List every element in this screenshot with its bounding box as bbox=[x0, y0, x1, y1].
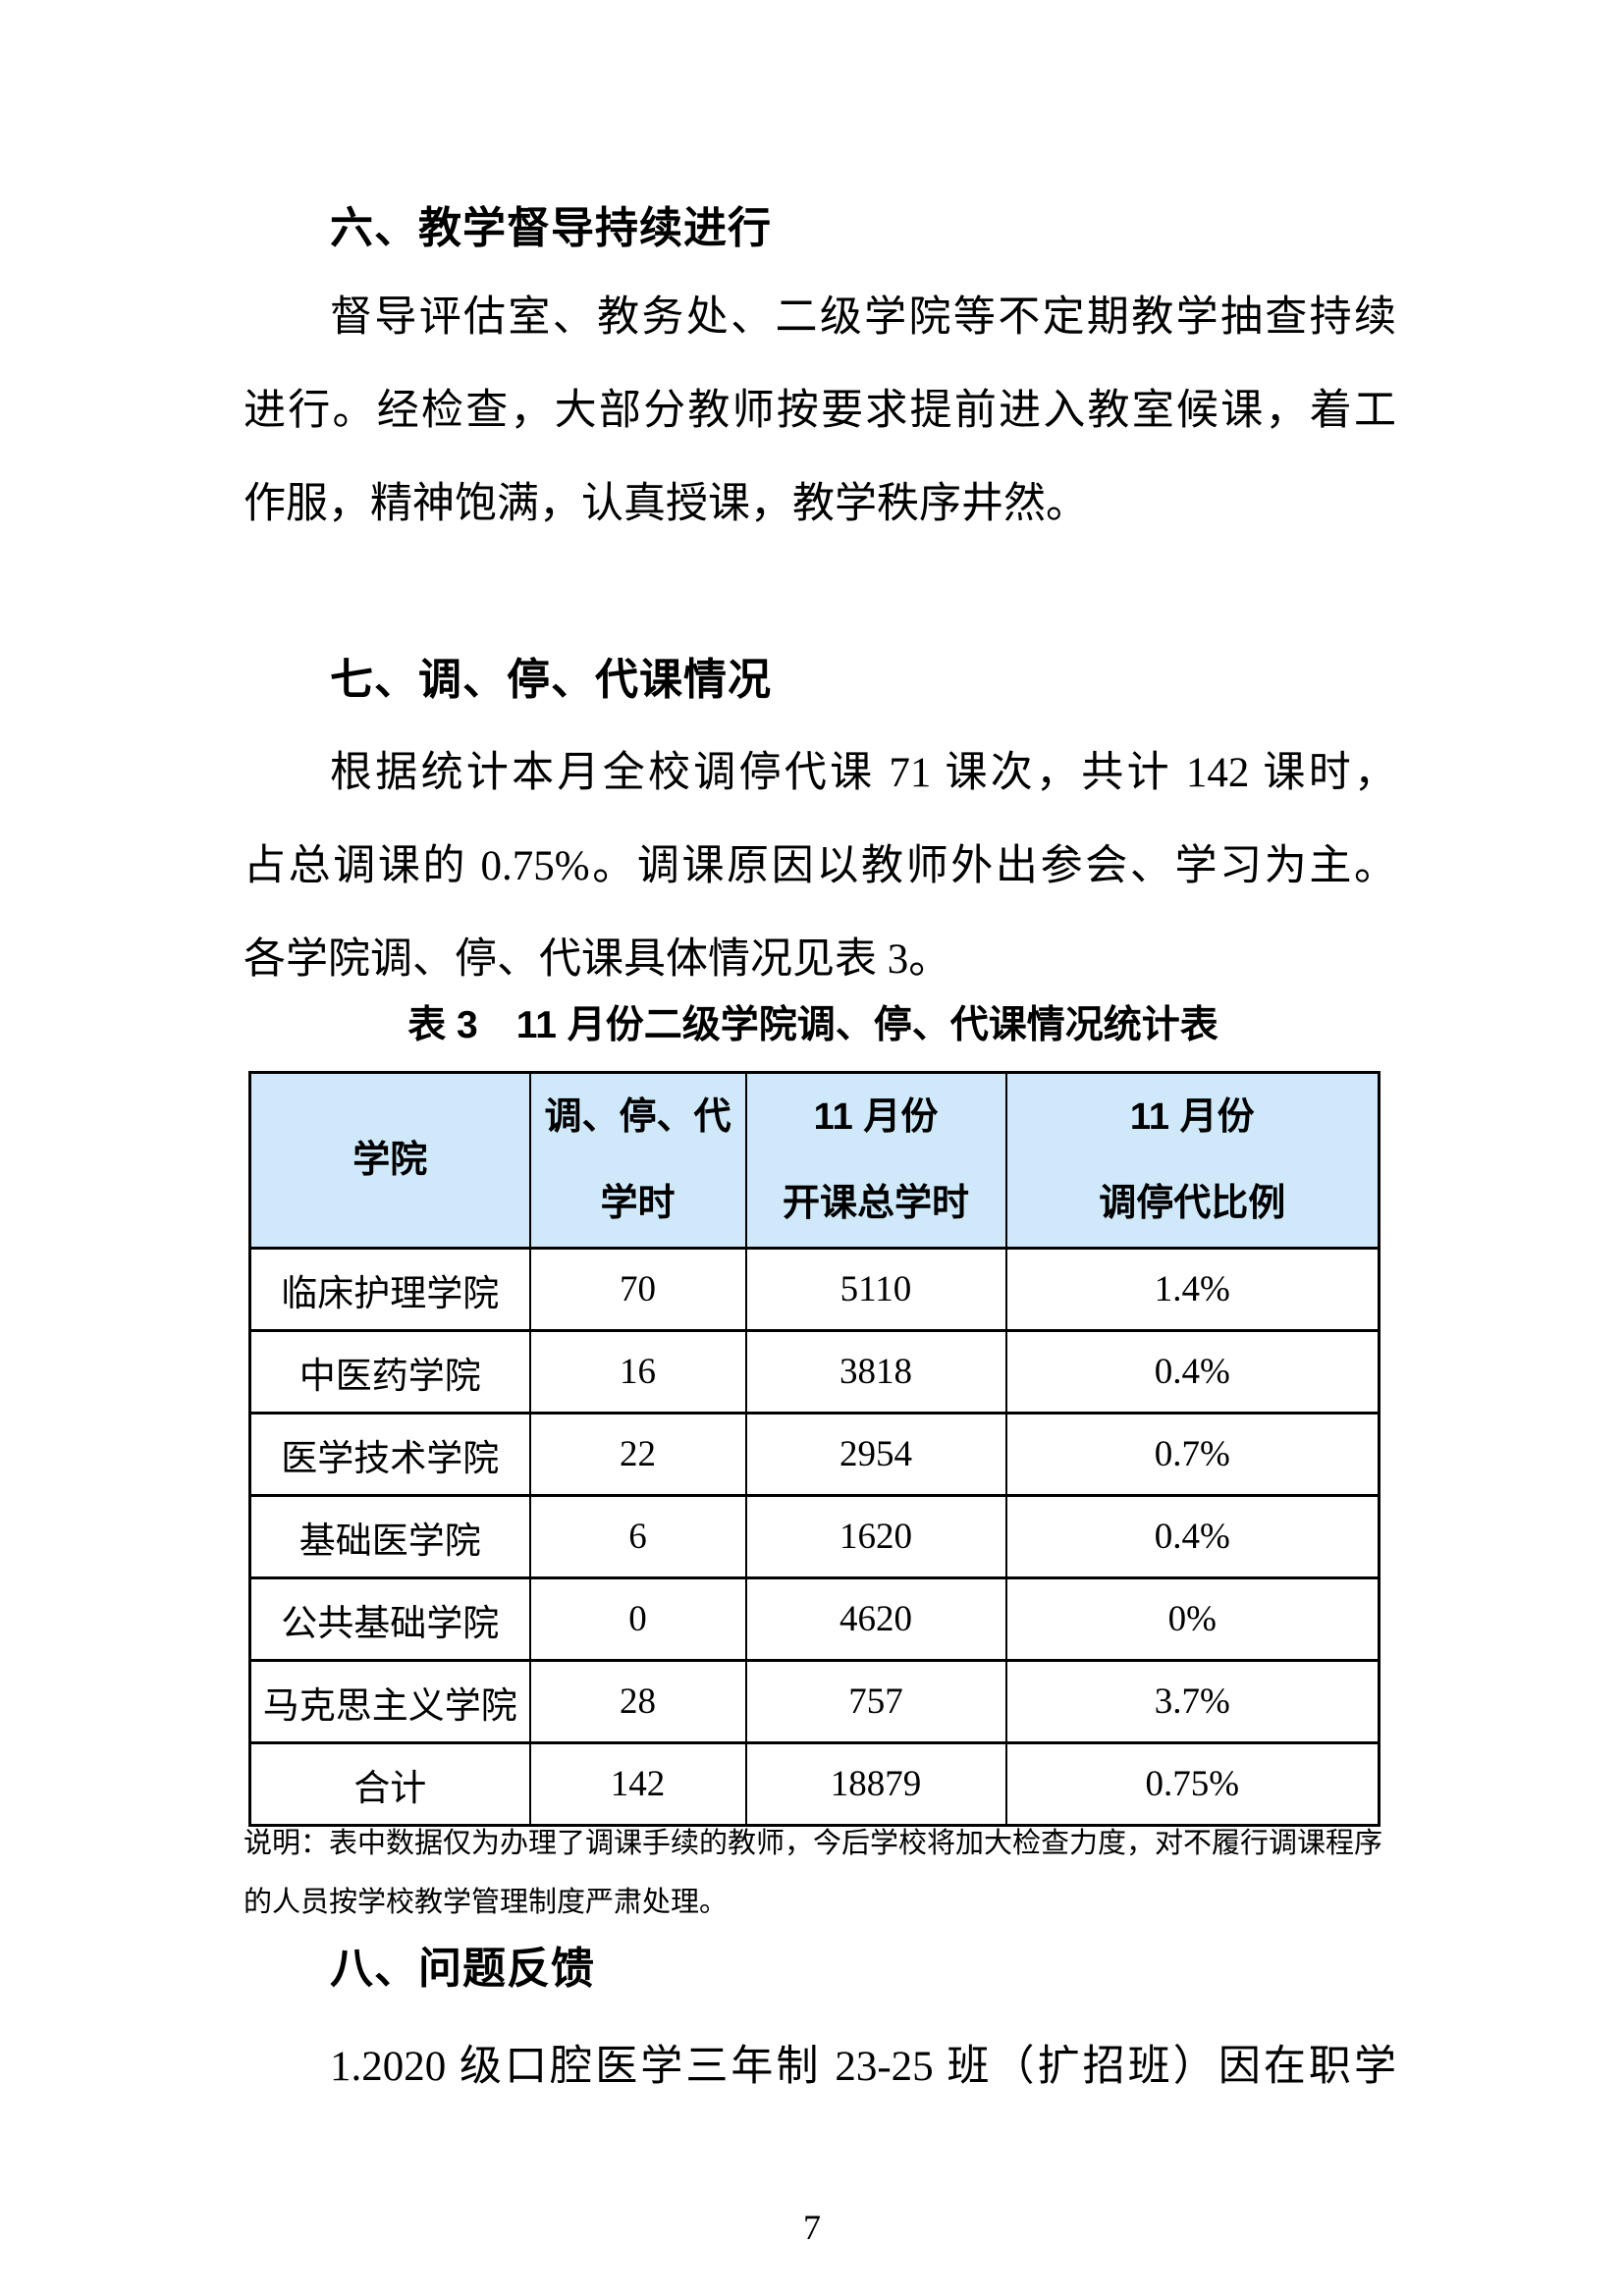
table-cell: 4620 bbox=[744, 1576, 1007, 1662]
table-cell: 5110 bbox=[744, 1247, 1007, 1332]
table-caption: 表 3 11 月份二级学院调、停、代课情况统计表 bbox=[407, 1004, 1218, 1046]
table-cell: 0.7% bbox=[1004, 1412, 1380, 1497]
header-label: 11 月份 bbox=[813, 1096, 939, 1138]
paragraph-line: 各学院调、停、代课具体情况见表 3。 bbox=[244, 936, 951, 983]
paragraph-line: 督导评估室、教务处、二级学院等不定期教学抽查持续 bbox=[330, 294, 1396, 341]
table-cell: 1620 bbox=[744, 1494, 1007, 1579]
table-cell: 1.4% bbox=[1004, 1247, 1380, 1332]
table-cell: 142 bbox=[528, 1741, 747, 1827]
table-cell: 0% bbox=[1004, 1576, 1380, 1662]
table-cell: 0.75% bbox=[1004, 1741, 1380, 1827]
table-row: 中医药学院 16 3818 0.4% bbox=[248, 1329, 1380, 1415]
table-cell: 6 bbox=[528, 1494, 747, 1579]
section-8-heading: 八、问题反馈 bbox=[330, 1945, 595, 1993]
table-cell: 0.4% bbox=[1004, 1329, 1380, 1415]
section-8-paragraph: 1.2020 级口腔医学三年制 23-25 班（扩招班）因在职学 bbox=[244, 2020, 1396, 2113]
class-change-statistics-table: 学院 调、停、代 学时 11 月份 开课总学时 11 月份 调停代比例 bbox=[248, 1071, 1380, 1827]
table-header-cell-total-hours: 11 月份 开课总学时 bbox=[744, 1071, 1007, 1250]
table-cell: 基础医学院 bbox=[248, 1494, 531, 1579]
table-cell: 22 bbox=[528, 1412, 747, 1497]
table-header-cell-college: 学院 bbox=[248, 1071, 531, 1250]
note-line: 的人员按学校教学管理制度严肃处理。 bbox=[244, 1887, 729, 1918]
header-label: 学院 bbox=[352, 1140, 428, 1181]
section-6-heading: 六、教学督导持续进行 bbox=[330, 204, 772, 252]
note-line: 说明：表中数据仅为办理了调课手续的教师，今后学校将加大检查力度，对不履行调课程序 bbox=[244, 1828, 1383, 1859]
table-row: 医学技术学院 22 2954 0.7% bbox=[248, 1412, 1380, 1497]
header-label: 开课总学时 bbox=[782, 1183, 969, 1224]
header-label: 调、停、代 bbox=[544, 1096, 731, 1138]
paragraph-line: 根据统计本月全校调停代课 71 课次，共计 142 课时， bbox=[330, 750, 1396, 796]
table-header-cell-ratio: 11 月份 调停代比例 bbox=[1004, 1071, 1380, 1250]
table-row: 公共基础学院 0 4620 0% bbox=[248, 1576, 1380, 1662]
table-cell: 3.7% bbox=[1004, 1659, 1380, 1744]
table-cell: 3818 bbox=[744, 1329, 1007, 1415]
table-cell: 28 bbox=[528, 1659, 747, 1744]
table-row-total: 合计 142 18879 0.75% bbox=[248, 1741, 1380, 1827]
header-label: 调停代比例 bbox=[1099, 1183, 1286, 1224]
header-label: 学时 bbox=[600, 1183, 676, 1224]
table-cell: 0.4% bbox=[1004, 1494, 1380, 1579]
table-header-cell-changed-hours: 调、停、代 学时 bbox=[528, 1071, 747, 1250]
table-cell: 临床护理学院 bbox=[248, 1247, 531, 1332]
paragraph-line: 占总调课的 0.75%。调课原因以教师外出参会、学习为主。 bbox=[244, 843, 1396, 889]
header-label: 11 月份 bbox=[1129, 1096, 1255, 1138]
table-row: 基础医学院 6 1620 0.4% bbox=[248, 1494, 1380, 1579]
table-cell: 0 bbox=[528, 1576, 747, 1662]
table-cell: 2954 bbox=[744, 1412, 1007, 1497]
table-cell: 中医药学院 bbox=[248, 1329, 531, 1415]
section-6-paragraph: 督导评估室、教务处、二级学院等不定期教学抽查持续 进行。经检查，大部分教师按要求… bbox=[244, 271, 1396, 551]
table-row: 马克思主义学院 28 757 3.7% bbox=[248, 1659, 1380, 1744]
paragraph-line: 进行。经检查，大部分教师按要求提前进入教室候课，着工 bbox=[244, 388, 1396, 434]
table-header-row: 学院 调、停、代 学时 11 月份 开课总学时 11 月份 调停代比例 bbox=[248, 1071, 1380, 1250]
table-cell: 16 bbox=[528, 1329, 747, 1415]
table-note: 说明：表中数据仅为办理了调课手续的教师，今后学校将加大检查力度，对不履行调课程序… bbox=[244, 1814, 1396, 1932]
paragraph-line: 1.2020 级口腔医学三年制 23-25 班（扩招班）因在职学 bbox=[330, 2044, 1396, 2090]
section-7-heading: 七、调、停、代课情况 bbox=[330, 656, 772, 704]
table-row: 临床护理学院 70 5110 1.4% bbox=[248, 1247, 1380, 1332]
page-number: 7 bbox=[803, 2208, 821, 2247]
table-cell: 18879 bbox=[744, 1741, 1007, 1827]
paragraph-line: 作服，精神饱满，认真授课，教学秩序井然。 bbox=[244, 481, 1088, 527]
section-7-paragraph: 根据统计本月全校调停代课 71 课次，共计 142 课时， 占总调课的 0.75… bbox=[244, 726, 1396, 1006]
table-cell: 合计 bbox=[248, 1741, 531, 1827]
table-cell: 757 bbox=[744, 1659, 1007, 1744]
table-cell: 70 bbox=[528, 1247, 747, 1332]
table-cell: 马克思主义学院 bbox=[248, 1659, 531, 1744]
table-cell: 医学技术学院 bbox=[248, 1412, 531, 1497]
table-cell: 公共基础学院 bbox=[248, 1576, 531, 1662]
